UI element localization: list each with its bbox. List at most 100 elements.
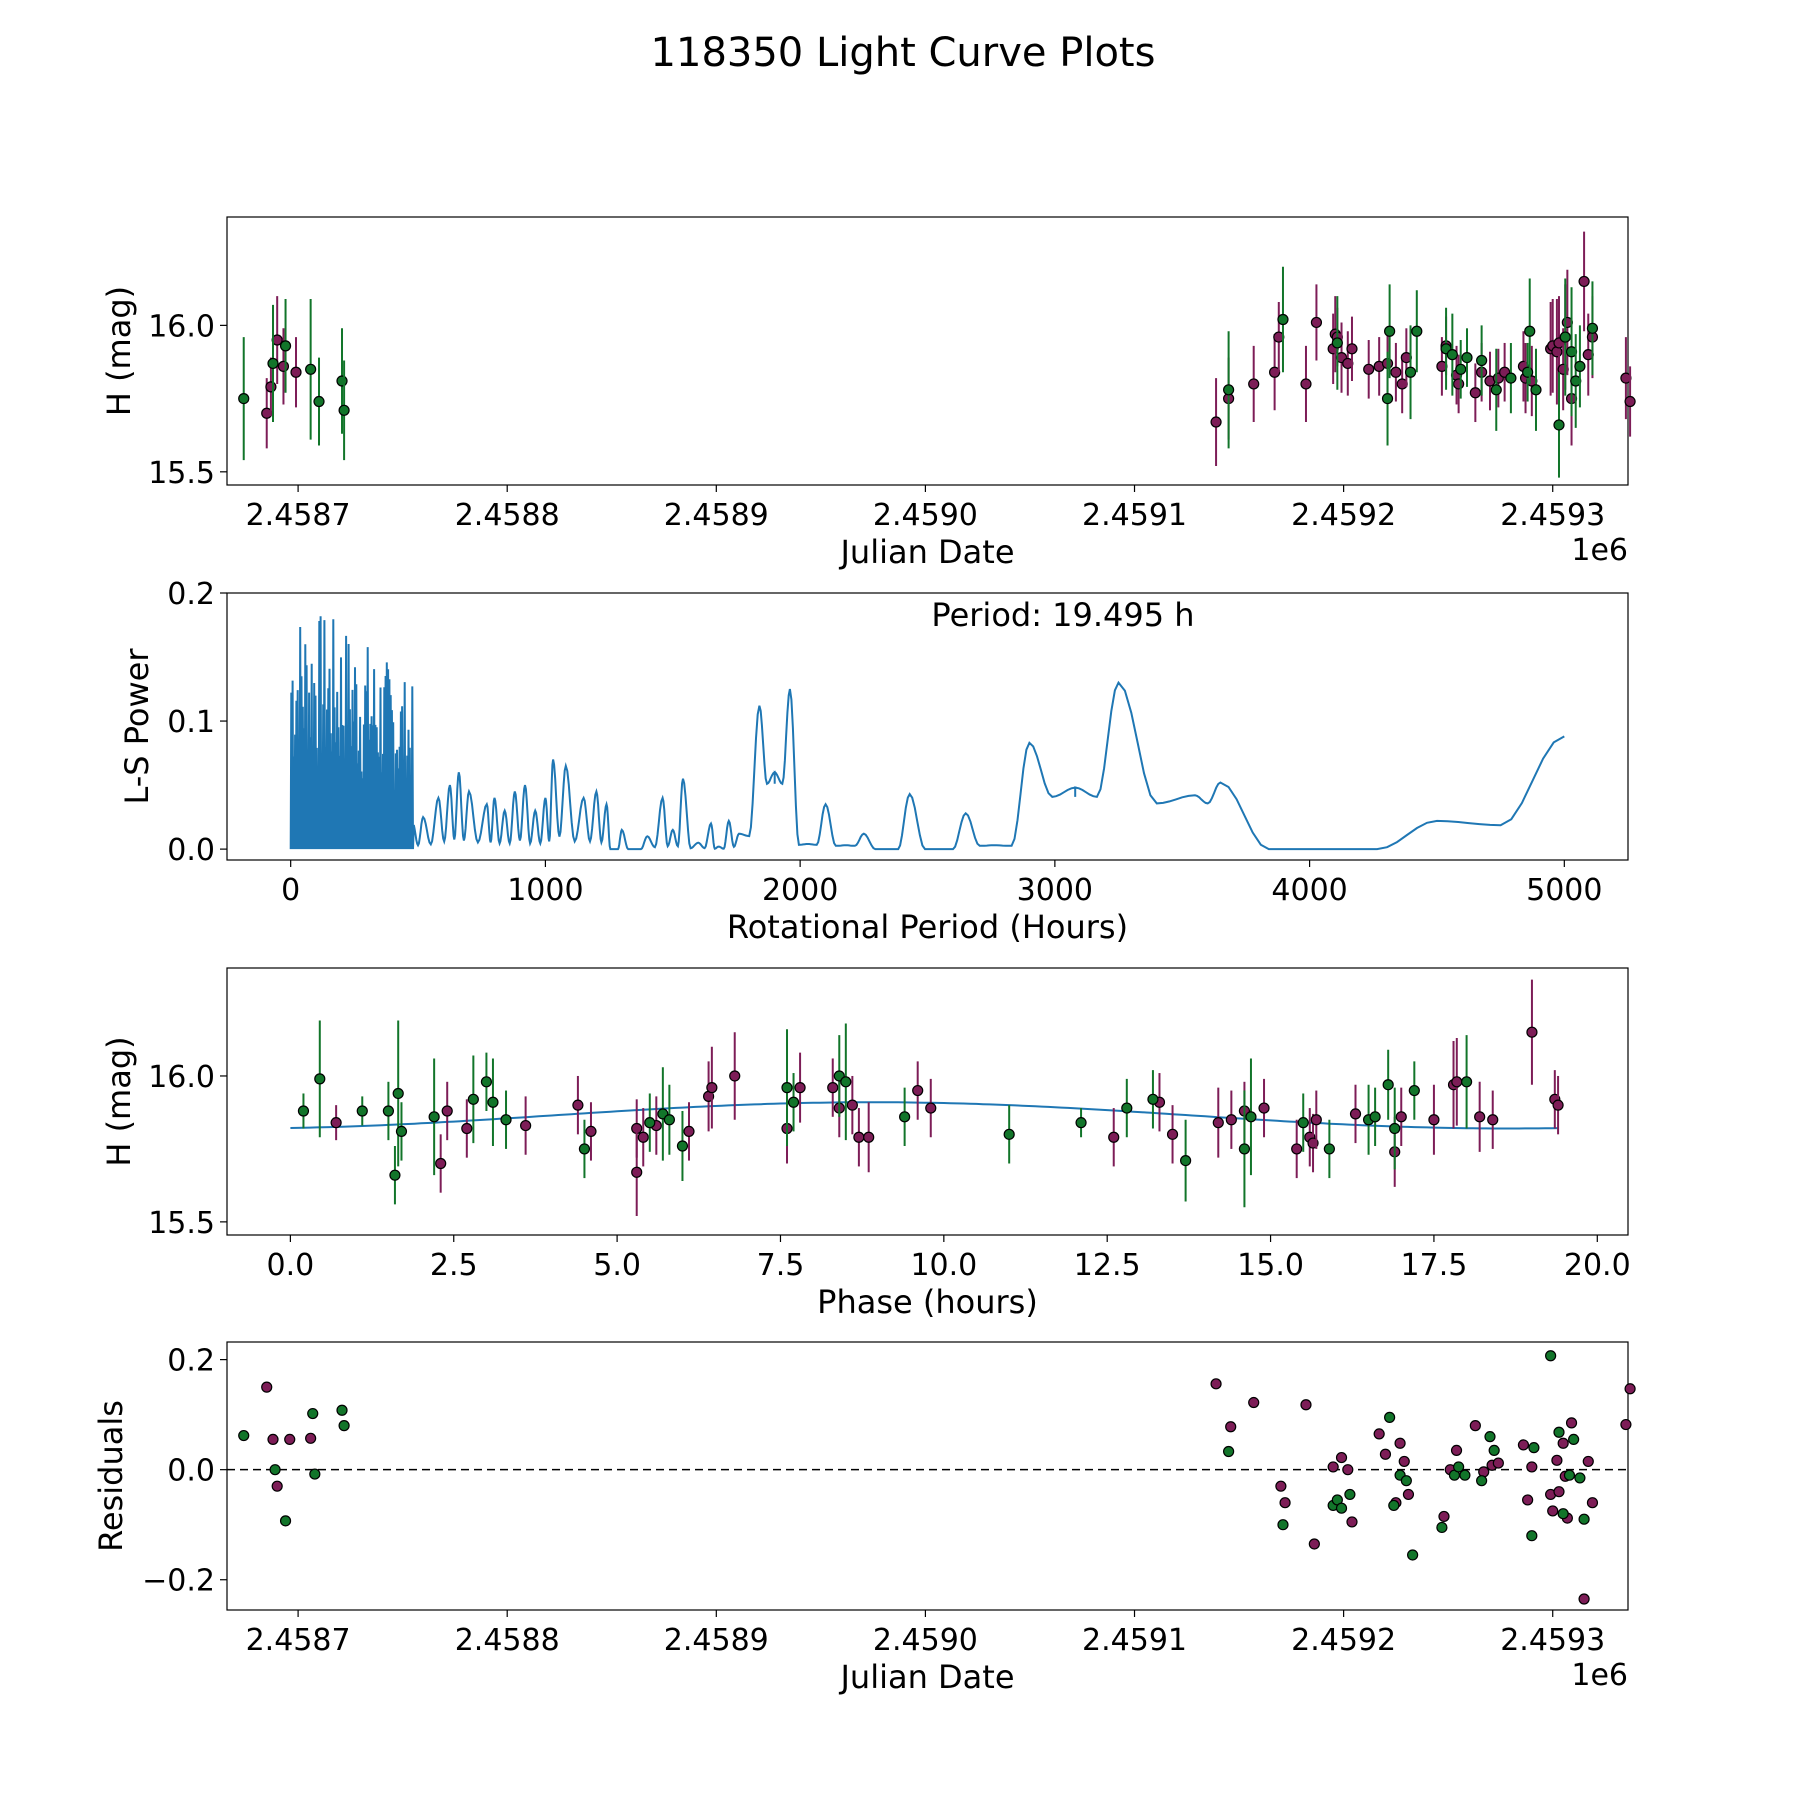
phase-point-filter_a [1552, 1099, 1564, 1111]
phase-x-tick-label: 0.0 [267, 1248, 315, 1283]
raw-point-filter_b [267, 357, 279, 370]
phase-x-tick-label: 7.5 [757, 1248, 805, 1283]
residuals-point-filter_b [1476, 1475, 1488, 1487]
phase-point-filter_b [428, 1111, 440, 1123]
raw-point-filter_b [336, 375, 348, 387]
phase-point-filter_b [1297, 1117, 1309, 1129]
phase-point-filter_b [781, 1082, 793, 1094]
periodogram-x-tick-label: 3000 [1017, 873, 1093, 908]
periodogram-line [289, 616, 1565, 851]
raw-point-filter_a [1578, 275, 1590, 288]
residuals-point-filter_b [1528, 1442, 1540, 1454]
raw-point-filter_b [1455, 363, 1467, 375]
phase-point-filter_a [1451, 1076, 1463, 1088]
residuals-point-filter_b [1407, 1549, 1419, 1561]
residuals-point-filter_b [1277, 1519, 1289, 1531]
residuals-point-filter_b [1453, 1461, 1465, 1473]
residuals-point-filter_a [1469, 1420, 1481, 1432]
phase-point-filter_a [1310, 1114, 1322, 1126]
residuals-point-filter_a [1394, 1437, 1406, 1449]
phase-y-tick-label: 16.0 [148, 1060, 215, 1095]
residuals-point-filter_a [261, 1381, 273, 1393]
phase-point-filter_b [382, 1105, 395, 1117]
residuals-point-filter_b [1335, 1502, 1348, 1514]
residuals-x-tick-label: 2.4589 [664, 1623, 769, 1658]
phase-point-filter_b [787, 1096, 800, 1108]
raw-point-filter_b [1223, 384, 1235, 396]
phase-point-filter_a [846, 1099, 858, 1111]
periodogram-x-tick-label: 4000 [1271, 873, 1347, 908]
raw-point-filter_b [1530, 384, 1542, 396]
residuals-point-filter_b [1578, 1513, 1590, 1525]
residuals-point-filter_b [1388, 1499, 1400, 1512]
residuals-x-tick-label: 2.4587 [246, 1623, 351, 1658]
residuals-point-filter_b [1553, 1426, 1565, 1438]
raw-x-tick-label: 2.4589 [664, 498, 769, 533]
phase-x-tick-label: 15.0 [1237, 1248, 1304, 1283]
raw-point-filter_b [1559, 331, 1571, 343]
residuals-point-filter_b [1557, 1508, 1569, 1520]
phase-point-filter_a [435, 1157, 447, 1170]
raw-y-tick-label: 16.0 [148, 309, 215, 344]
residuals-point-filter_a [1624, 1383, 1636, 1395]
figure-title: 118350 Light Curve Plots [651, 30, 1156, 76]
residuals-point-filter_a [1553, 1486, 1565, 1498]
phase-point-filter_a [683, 1125, 695, 1138]
phase-x-tick-label: 5.0 [593, 1248, 641, 1283]
phase-point-filter_b [297, 1105, 310, 1117]
raw-x-tick-label: 2.4587 [246, 498, 351, 533]
phase-point-filter_b [1075, 1117, 1087, 1129]
periodogram-x-tick-label: 2000 [762, 873, 838, 908]
residuals-point-filter_a [1225, 1421, 1237, 1433]
residuals-point-filter_b [238, 1429, 250, 1442]
residuals-point-filter_a [1279, 1497, 1291, 1509]
residuals-point-filter_b [1563, 1469, 1576, 1481]
raw-point-filter_a [1453, 378, 1465, 390]
periodogram-x-tick-label: 0 [281, 873, 300, 908]
raw-point-filter_b [1574, 360, 1586, 372]
phase-point-filter_a [631, 1166, 643, 1178]
phase-point-filter_a [461, 1122, 473, 1135]
raw-point-filter_b [1524, 325, 1536, 337]
residuals-point-filter_a [1586, 1497, 1599, 1509]
phase-point-filter_b [1382, 1079, 1394, 1091]
raw-point-filter_b [1446, 349, 1458, 361]
phase-point-filter_b [1323, 1143, 1335, 1155]
residuals-y-tick-label: 0.0 [167, 1454, 215, 1489]
raw-point-filter_b [1476, 354, 1488, 367]
residuals-point-filter_a [1373, 1428, 1385, 1440]
residuals-point-filter_b [1400, 1475, 1412, 1487]
phase-x-axis-label: Phase (hours) [817, 1283, 1038, 1321]
raw-x-axis-label: Julian Date [838, 533, 1014, 571]
raw-point-filter_a [1363, 363, 1375, 375]
phase-x-tick-label: 10.0 [910, 1248, 977, 1283]
phase-point-filter_b [500, 1114, 512, 1126]
residuals-point-filter_a [1492, 1457, 1504, 1469]
raw-point-filter_b [1553, 419, 1565, 431]
phase-point-filter_a [925, 1102, 937, 1114]
phase-point-filter_b [1121, 1102, 1133, 1114]
periodogram-x-tick-label: 5000 [1526, 873, 1602, 908]
phase-point-filter_b [356, 1105, 368, 1117]
raw-point-filter_b [1331, 337, 1343, 349]
phase-point-filter_a [441, 1105, 453, 1117]
residuals-point-filter_a [1522, 1494, 1534, 1506]
phase-point-filter_b [1389, 1122, 1401, 1135]
residuals-point-filter_a [1438, 1510, 1450, 1523]
raw-point-filter_a [1469, 387, 1481, 399]
raw-point-filter_b [1461, 351, 1473, 364]
phase-point-filter_b [1245, 1111, 1257, 1123]
residuals-point-filter_a [1248, 1396, 1260, 1409]
residuals-point-filter_a [1620, 1418, 1632, 1431]
residuals-point-filter_b [336, 1404, 348, 1416]
raw-x-offset-label: 1e6 [1571, 533, 1628, 568]
raw-point-filter_a [1310, 316, 1323, 329]
residuals-point-filter_a [1327, 1461, 1339, 1473]
raw-x-tick-label: 2.4591 [1082, 498, 1187, 533]
phase-point-filter_a [1212, 1117, 1224, 1129]
phase-x-tick-label: 2.5 [430, 1248, 478, 1283]
raw-x-tick-label: 2.4590 [873, 498, 978, 533]
residuals-x-tick-label: 2.4591 [1082, 1623, 1187, 1658]
